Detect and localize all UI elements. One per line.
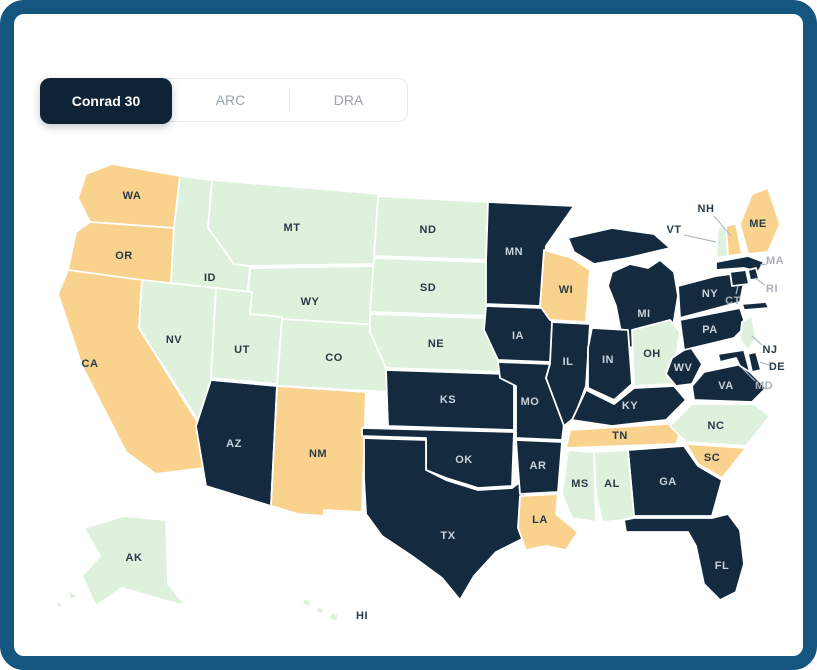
state-label-AZ: AZ bbox=[226, 438, 242, 450]
state-label-NY: NY bbox=[702, 288, 718, 300]
state-label-OH: OH bbox=[643, 348, 661, 360]
state-label-MA: MA bbox=[766, 255, 784, 267]
state-MS[interactable] bbox=[561, 449, 597, 523]
state-label-CT: CT bbox=[725, 295, 741, 307]
state-HI[interactable] bbox=[301, 597, 312, 608]
state-label-ME: ME bbox=[749, 218, 767, 230]
state-label-NE: NE bbox=[428, 338, 444, 350]
state-label-NV: NV bbox=[166, 334, 182, 346]
state-label-VA: VA bbox=[718, 380, 733, 392]
tab-conrad-30[interactable]: Conrad 30 bbox=[40, 78, 172, 124]
state-MD[interactable] bbox=[717, 349, 751, 373]
state-AK[interactable] bbox=[81, 515, 187, 607]
state-label-CO: CO bbox=[325, 352, 343, 364]
state-label-MT: MT bbox=[284, 222, 301, 234]
state-LA[interactable] bbox=[517, 493, 579, 551]
state-label-SD: SD bbox=[420, 282, 436, 294]
state-label-DE: DE bbox=[769, 361, 785, 373]
state-label-IL: IL bbox=[563, 356, 574, 368]
state-NH[interactable] bbox=[725, 223, 743, 257]
state-label-OR: OR bbox=[115, 250, 133, 262]
state-ME[interactable] bbox=[739, 187, 781, 255]
state-label-VT: VT bbox=[666, 224, 681, 236]
state-label-ND: ND bbox=[420, 224, 437, 236]
state-label-AR: AR bbox=[530, 460, 547, 472]
leader-line-DE bbox=[759, 361, 770, 366]
state-label-LA: LA bbox=[532, 514, 548, 526]
leader-line-NH bbox=[713, 215, 732, 237]
state-FL[interactable] bbox=[623, 513, 745, 601]
state-label-AL: AL bbox=[604, 478, 620, 490]
state-SC[interactable] bbox=[685, 443, 747, 479]
state-KS[interactable] bbox=[385, 369, 515, 431]
state-label-WV: WV bbox=[674, 362, 693, 374]
state-MI[interactable] bbox=[567, 227, 671, 265]
us-choropleth-map: WA OR CA ID MT WY NV UT CO AZ NM ND SD NE KS OK TX MN IA MO… bbox=[28, 138, 788, 643]
state-label-SC: SC bbox=[704, 452, 720, 464]
state-CT[interactable] bbox=[729, 269, 750, 287]
tab-arc[interactable]: ARC bbox=[172, 79, 289, 121]
state-label-NC: NC bbox=[708, 420, 725, 432]
state-label-KS: KS bbox=[440, 394, 456, 406]
state-label-MD: MD bbox=[755, 380, 773, 392]
state-label-KY: KY bbox=[622, 400, 638, 412]
state-label-TN: TN bbox=[612, 430, 628, 442]
leader-line-RI bbox=[754, 277, 766, 286]
state-label-MS: MS bbox=[571, 478, 589, 490]
state-label-NM: NM bbox=[309, 448, 327, 460]
state-label-CA: CA bbox=[82, 358, 99, 370]
state-NY[interactable] bbox=[677, 271, 747, 319]
state-label-HI: HI bbox=[356, 610, 368, 622]
leader-line-VT bbox=[683, 234, 717, 243]
state-AK[interactable] bbox=[67, 589, 79, 601]
tab-divider bbox=[289, 89, 290, 111]
state-OK[interactable] bbox=[361, 427, 515, 489]
tab-dra[interactable]: DRA bbox=[290, 79, 407, 121]
state-NM[interactable] bbox=[270, 385, 367, 517]
state-label-MI: MI bbox=[637, 308, 650, 320]
state-label-PA: PA bbox=[702, 324, 717, 336]
state-HI[interactable] bbox=[315, 605, 325, 615]
state-DE[interactable] bbox=[747, 351, 762, 373]
state-label-NJ: NJ bbox=[762, 344, 777, 356]
state-NY[interactable] bbox=[741, 301, 770, 311]
state-label-MO: MO bbox=[521, 396, 540, 408]
leader-line-MA bbox=[759, 263, 768, 266]
leader-line-MD bbox=[741, 367, 756, 382]
state-label-IN: IN bbox=[602, 354, 614, 366]
state-label-WI: WI bbox=[559, 284, 573, 296]
state-label-TX: TX bbox=[440, 530, 455, 542]
state-label-RI: RI bbox=[766, 283, 778, 295]
view-toggle: Conrad 30 ARC DRA bbox=[40, 78, 408, 124]
state-IL[interactable] bbox=[545, 321, 591, 427]
state-HI[interactable] bbox=[328, 611, 340, 623]
state-label-NH: NH bbox=[698, 203, 715, 215]
us-map-svg: WA OR CA ID MT WY NV UT CO AZ NM ND SD NE KS OK TX MN IA MO… bbox=[55, 163, 785, 623]
state-label-ID: ID bbox=[204, 272, 216, 284]
state-AR[interactable] bbox=[515, 439, 563, 495]
state-UT[interactable] bbox=[210, 287, 283, 385]
state-RI[interactable] bbox=[747, 267, 760, 281]
state-MT[interactable] bbox=[207, 179, 381, 267]
leader-line-CT bbox=[735, 285, 739, 295]
state-KY[interactable] bbox=[571, 385, 687, 427]
state-label-OK: OK bbox=[455, 454, 473, 466]
state-label-IA: IA bbox=[512, 330, 524, 342]
state-label-WY: WY bbox=[301, 296, 320, 308]
state-NJ[interactable] bbox=[739, 315, 757, 351]
state-WI[interactable] bbox=[539, 249, 591, 323]
state-label-AK: AK bbox=[126, 552, 143, 564]
state-NC[interactable] bbox=[669, 403, 771, 447]
leader-line-NJ bbox=[751, 335, 763, 346]
state-AK[interactable] bbox=[55, 599, 65, 609]
state-label-GA: GA bbox=[659, 476, 677, 488]
state-label-WA: WA bbox=[123, 190, 142, 202]
state-label-MN: MN bbox=[505, 246, 523, 258]
state-label-FL: FL bbox=[715, 560, 729, 572]
state-IN[interactable] bbox=[587, 327, 633, 401]
state-label-UT: UT bbox=[234, 344, 250, 356]
